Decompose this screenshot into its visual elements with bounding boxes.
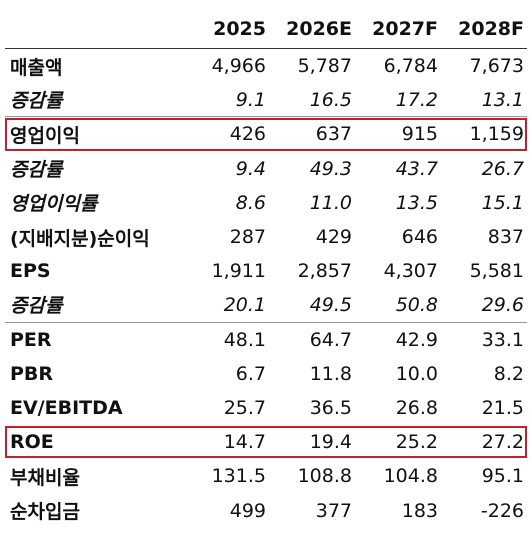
value-cell-2027f: 50.8 [395,293,438,316]
value-cell-2025: 131.5 [211,465,266,488]
value-cell-2028f: 26.7 [481,157,524,180]
value-cell-2028f: 95.1 [481,465,524,488]
value-cell-2027f: 183 [401,499,438,522]
value-cell-2027f: 26.8 [395,396,438,419]
value-cell-2025: 25.7 [223,396,266,419]
row-label: 매출액 [10,56,63,79]
value-cell-2027f: 646 [401,226,438,249]
row-label: PER [10,328,52,351]
value-cell-2028f: 13.1 [481,88,524,111]
table-row: (지배지분)순이익 287 429 646 837 [5,220,527,254]
value-cell-2025: 1,911 [211,260,266,283]
row-label: 영업이익률 [10,193,98,216]
value-cell-2028f: 837 [487,226,524,249]
row-label: EPS [10,260,51,283]
table-row: 증감률 9.4 49.3 43.7 26.7 [5,152,527,186]
value-cell-2026e: 16.5 [309,88,352,111]
value-cell-2026e: 5,787 [297,55,352,78]
value-cell-2026e: 637 [315,123,352,146]
value-cell-2025: 287 [229,226,266,249]
row-label: 영업이익 [10,124,80,147]
value-cell-2028f: 15.1 [481,191,524,214]
value-cell-2027f: 104.8 [383,465,438,488]
row-label: PBR [10,362,54,385]
value-cell-2025: 14.7 [223,431,266,454]
table-row: 매출액 4,966 5,787 6,784 7,673 [5,49,527,83]
table-row: PER 48.1 64.7 42.9 33.1 [5,323,527,357]
value-cell-2028f: 5,581 [469,260,524,283]
value-cell-2026e: 11.8 [309,362,352,385]
value-cell-2028f: 29.6 [481,293,524,316]
header-year-2027f: 2027F [372,18,438,40]
value-cell-2025: 9.4 [235,157,266,180]
value-cell-2028f: 27.2 [481,431,524,454]
header-year-2026e: 2026E [286,18,352,40]
value-cell-2025: 8.6 [235,191,266,214]
table-header: 2025 2026E 2027F 2028F [5,10,527,49]
value-cell-2028f: 21.5 [481,396,524,419]
value-cell-2028f: -226 [480,499,524,522]
table-row: 부채비율 131.5 108.8 104.8 95.1 [5,459,527,493]
table-row: 증감률 9.1 16.5 17.2 13.1 [5,83,527,118]
value-cell-2025: 426 [229,123,266,146]
table-row: 영업이익 426 637 915 1,159 [5,117,527,151]
value-cell-2028f: 8.2 [493,362,524,385]
value-cell-2028f: 1,159 [469,123,524,146]
value-cell-2027f: 17.2 [395,88,438,111]
row-label: 순차입금 [10,501,80,524]
value-cell-2028f: 7,673 [469,55,524,78]
value-cell-2027f: 10.0 [395,362,438,385]
value-cell-2027f: 4,307 [383,260,438,283]
value-cell-2026e: 429 [315,226,352,249]
financial-table: 2025 2026E 2027F 2028F 매출액 4,966 5,787 6,78… [5,10,527,528]
value-cell-2025: 20.1 [223,293,266,316]
value-cell-2025: 6.7 [235,362,266,385]
table-row: EPS 1,911 2,857 4,307 5,581 [5,254,527,288]
value-cell-2026e: 49.5 [309,293,352,316]
value-cell-2026e: 108.8 [297,465,352,488]
value-cell-2026e: 64.7 [309,328,352,351]
table-row: EV/EBITDA 25.7 36.5 26.8 21.5 [5,391,527,425]
table-row: ROE 14.7 19.4 25.2 27.2 [5,425,527,459]
value-cell-2027f: 6,784 [383,55,438,78]
value-cell-2025: 9.1 [235,88,266,111]
value-cell-2025: 4,966 [211,55,266,78]
row-label: 증감률 [10,295,63,318]
value-cell-2026e: 36.5 [309,396,352,419]
row-label: 증감률 [10,159,63,182]
row-label: 증감률 [10,90,63,113]
value-cell-2026e: 2,857 [297,260,352,283]
value-cell-2028f: 33.1 [481,328,524,351]
value-cell-2025: 48.1 [223,328,266,351]
table-row: 증감률 20.1 49.5 50.8 29.6 [5,288,527,323]
value-cell-2027f: 915 [401,123,438,146]
row-label: 부채비율 [10,466,80,489]
value-cell-2027f: 43.7 [395,157,438,180]
value-cell-2026e: 11.0 [309,191,352,214]
header-year-2025: 2025 [213,18,266,40]
value-cell-2026e: 49.3 [309,157,352,180]
header-year-2028f: 2028F [458,18,524,40]
value-cell-2025: 499 [229,499,266,522]
value-cell-2026e: 377 [315,499,352,522]
value-cell-2027f: 25.2 [395,431,438,454]
row-label: ROE [10,431,54,454]
table-body: 매출액 4,966 5,787 6,784 7,673 증감률 9.1 16.5 17.2 13.… [5,49,527,528]
table-row: PBR 6.7 11.8 10.0 8.2 [5,357,527,391]
table-row: 영업이익률 8.6 11.0 13.5 15.1 [5,186,527,220]
value-cell-2027f: 13.5 [395,191,438,214]
row-label: EV/EBITDA [10,396,123,419]
value-cell-2026e: 19.4 [309,431,352,454]
row-label: (지배지분)순이익 [10,227,150,250]
value-cell-2027f: 42.9 [395,328,438,351]
table-row: 순차입금 499 377 183 -226 [5,493,527,527]
